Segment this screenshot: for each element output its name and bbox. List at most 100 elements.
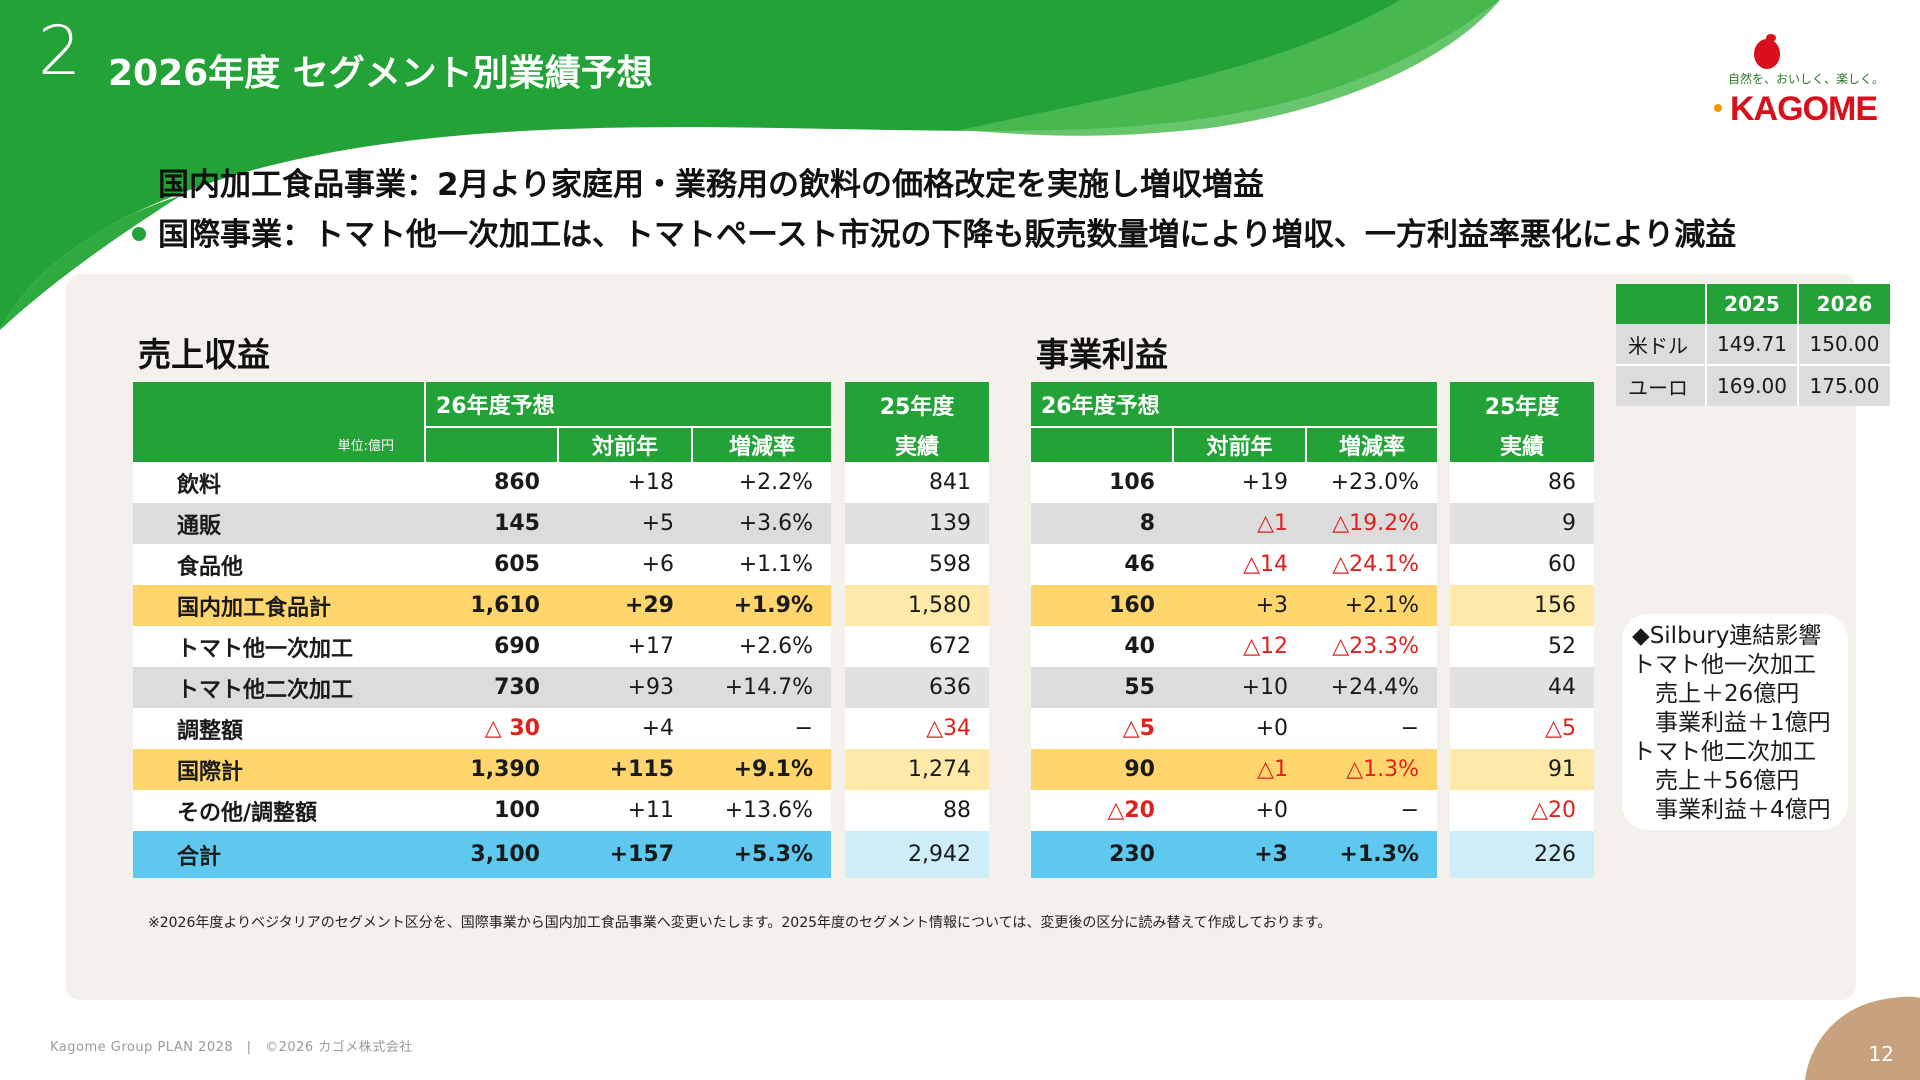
revenue-actual-row: 1,274 <box>845 749 989 790</box>
profit-actual-header-sub: 実績 <box>1499 434 1544 460</box>
profit-yoy-value: +10 <box>1173 667 1306 708</box>
silbury-line: 売上＋56億円 <box>1632 768 1800 794</box>
yoy-value: +157 <box>558 831 692 878</box>
fx-row-usd: 米ドル 149.71 150.00 <box>1616 324 1890 365</box>
bullet-item: 国内加工食品事業：2月より家庭用・業務用の飲料の価格改定を実施し増収増益 <box>132 160 1736 210</box>
page-title: 2026年度 セグメント別業績予想 <box>108 53 653 94</box>
actual-value: 841 <box>845 462 989 503</box>
revenue-row: 食品他 605 +6 +1.1% <box>133 544 832 585</box>
profit-row: 8 △1 △19.2% <box>1031 503 1437 544</box>
rate-value: +1.1% <box>692 544 832 585</box>
revenue-row: 通販 145 +5 +3.6% <box>133 503 832 544</box>
fx-value: 150.00 <box>1797 324 1890 365</box>
logo-wordmark: KAGOME <box>1730 90 1878 128</box>
row-label: 国際計 <box>133 749 425 790</box>
actual-value: 2,942 <box>845 831 989 878</box>
profit-forecast-value: 8 <box>1031 503 1173 544</box>
fx-header-2026: 2026 <box>1797 284 1890 324</box>
forecast-value: 100 <box>425 790 558 831</box>
profit-rate-value: − <box>1306 708 1437 749</box>
actual-header: 25年度 <box>879 394 955 420</box>
rate-value: +3.6% <box>692 503 832 544</box>
rate-value: +2.6% <box>692 626 832 667</box>
unit-label: 単位:億円 <box>133 382 426 462</box>
profit-forecast-value: △20 <box>1031 790 1173 831</box>
fx-row-eur: ユーロ 169.00 175.00 <box>1616 364 1890 406</box>
fx-rate-table: 2025 2026 米ドル 149.71 150.00 ユーロ 169.00 1… <box>1616 284 1890 406</box>
silbury-line: 事業利益＋4億円 <box>1632 797 1831 823</box>
bullet-item: 国際事業：トマト他一次加工は、トマトペースト市況の下降も販売数量増により増収、一… <box>132 210 1736 260</box>
fx-currency: ユーロ <box>1616 364 1706 406</box>
revenue-actual-row: 672 <box>845 626 989 667</box>
profit-row: △20 +0− <box>1031 790 1437 831</box>
profit-actual-row: 91 <box>1450 749 1594 790</box>
profit-rate-value: +1.3% <box>1306 831 1437 878</box>
profit-yoy-value: +3 <box>1173 831 1306 878</box>
profit-yoy-value: +0 <box>1173 708 1306 749</box>
row-label: 合計 <box>133 831 425 878</box>
actual-value: 598 <box>845 544 989 585</box>
revenue-row: 合計 3,100 +157 +5.3% <box>133 831 832 878</box>
profit-forecast-value: △5 <box>1031 708 1173 749</box>
bullet-dot <box>132 226 146 241</box>
row-label: 食品他 <box>133 544 425 585</box>
forecast-value: 145 <box>425 503 558 544</box>
profit-rate-value: +24.4% <box>1306 667 1437 708</box>
profit-rate-header: 増減率 <box>1306 426 1437 462</box>
profit-row: 55 +10 +24.4% <box>1031 667 1437 708</box>
profit-rate-value: △19.2% <box>1306 503 1437 544</box>
revenue-row: 国際計 1,390 +115 +9.1% <box>133 749 832 790</box>
yoy-value: +11 <box>558 790 692 831</box>
profit-yoy-header: 対前年 <box>1173 426 1307 462</box>
kagome-logo: 自然を、おいしく、楽しく。 KAGOME <box>1700 28 1890 128</box>
yoy-value: +115 <box>558 749 692 790</box>
silbury-line: トマト他一次加工 <box>1632 652 1816 678</box>
profit-actual-row: 60 <box>1450 544 1594 585</box>
profit-actual-value: 52 <box>1450 626 1594 667</box>
row-label: 飲料 <box>133 462 425 503</box>
profit-forecast-header: 26年度予想 <box>1041 394 1160 419</box>
profit-forecast-value: 160 <box>1031 585 1173 626</box>
revenue-actual-row: 88 <box>845 790 989 831</box>
row-label: その他/調整額 <box>133 790 425 831</box>
yoy-header: 対前年 <box>558 426 693 462</box>
revenue-actual-row: 636 <box>845 667 989 708</box>
yoy-value: +5 <box>558 503 692 544</box>
fx-value: 175.00 <box>1797 364 1890 406</box>
profit-actual-row: 52 <box>1450 626 1594 667</box>
silbury-line: トマト他二次加工 <box>1632 739 1816 765</box>
bullet-text: 国際事業：トマト他一次加工は、トマトペースト市況の下降も販売数量増により増収、一… <box>158 217 1737 253</box>
profit-actual-table: 25年度 実績 86 9 60 156 52 44 △5 91 △20 226 <box>1450 382 1594 878</box>
revenue-row: トマト他二次加工 730 +93 +14.7% <box>133 667 832 708</box>
rate-value: +2.2% <box>692 462 832 503</box>
bullet-text: 国内加工食品事業：2月より家庭用・業務用の飲料の価格改定を実施し増収増益 <box>158 167 1264 203</box>
revenue-row: 国内加工食品計 1,610 +29 +1.9% <box>133 585 832 626</box>
revenue-actual-row: △34 <box>845 708 989 749</box>
profit-row: △5 +0− <box>1031 708 1437 749</box>
rate-value: − <box>692 708 832 749</box>
profit-forecast-value: 46 <box>1031 544 1173 585</box>
forecast-value: 1,390 <box>425 749 558 790</box>
profit-actual-row: 44 <box>1450 667 1594 708</box>
profit-rate-value: +23.0% <box>1306 462 1437 503</box>
revenue-actual-row: 841 <box>845 462 989 503</box>
fx-currency: 米ドル <box>1616 324 1706 365</box>
silbury-note-box: ◆Silbury連結影響 トマト他一次加工 売上＋26億円 事業利益＋1億円 トマト… <box>1622 614 1848 830</box>
profit-yoy-value: +0 <box>1173 790 1306 831</box>
profit-yoy-value: +19 <box>1173 462 1306 503</box>
actual-value: 1,580 <box>845 585 989 626</box>
profit-yoy-value: △1 <box>1173 503 1306 544</box>
yoy-value: +17 <box>558 626 692 667</box>
revenue-table: 単位:億円 26年度予想 対前年 増減率 飲料 860 +18 +2.2% 通販 145 +… <box>133 382 832 878</box>
profit-actual-value: △20 <box>1450 790 1594 831</box>
tomato-icon <box>1754 34 1780 69</box>
silbury-line: 事業利益＋1億円 <box>1632 710 1831 736</box>
forecast-value: 860 <box>425 462 558 503</box>
profit-label: 事業利益 <box>1036 335 1168 374</box>
corner-decoration <box>1805 996 1920 1080</box>
fx-value: 169.00 <box>1705 364 1798 406</box>
yoy-value: +6 <box>558 544 692 585</box>
fx-header-2025: 2025 <box>1705 284 1798 324</box>
yoy-value: +93 <box>558 667 692 708</box>
